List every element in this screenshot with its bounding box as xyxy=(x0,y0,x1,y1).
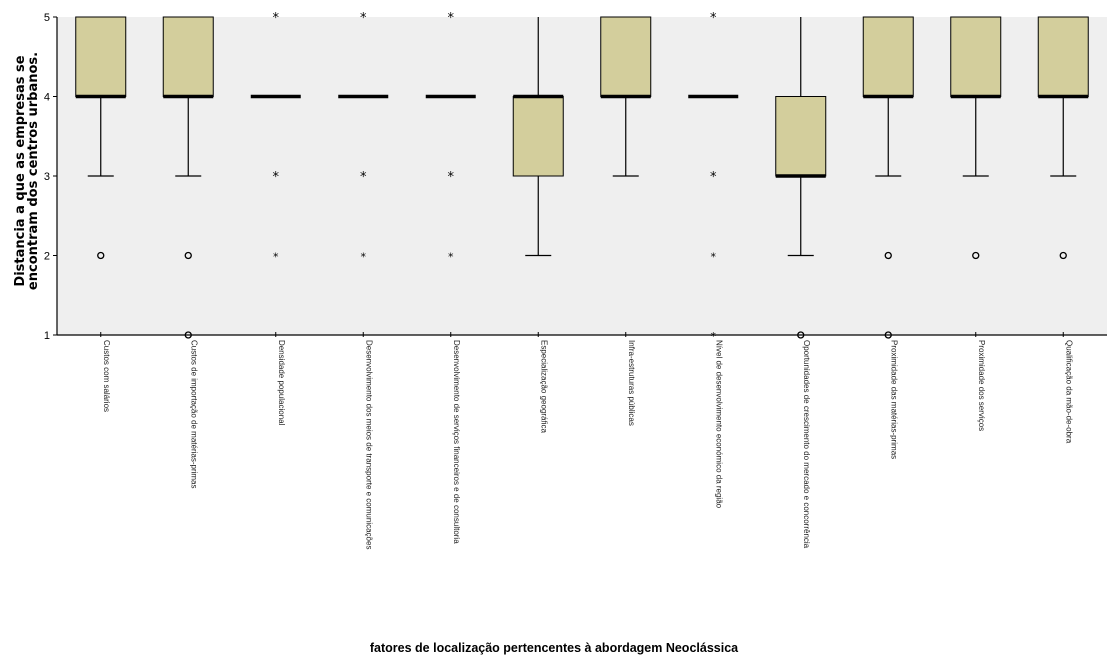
category-label: Oportunidades de crescimento do mercado … xyxy=(802,340,811,549)
extreme-point: * xyxy=(710,170,717,185)
category-label: Desenvolvimento de serviços financeiros … xyxy=(452,340,461,544)
category-label: Custos de importação de matérias-primas xyxy=(189,340,198,489)
box xyxy=(512,96,564,177)
extreme-point: * xyxy=(710,11,717,26)
outlier-point xyxy=(97,251,105,260)
box-group xyxy=(600,16,652,337)
extreme-point: * xyxy=(273,11,280,26)
extreme-point: * xyxy=(711,330,717,343)
extreme-point: * xyxy=(360,170,367,185)
extreme-point: * xyxy=(360,11,367,26)
box-group: * * * * xyxy=(688,11,739,343)
y-tick-label: 2 xyxy=(44,251,50,263)
extreme-point: * xyxy=(273,251,279,264)
box-group xyxy=(75,16,127,337)
extreme-point: * xyxy=(361,251,367,264)
box xyxy=(775,96,827,177)
box-group xyxy=(775,17,827,339)
y-axis: 1 2 3 4 5 xyxy=(44,12,57,342)
category-label: Proximidade dos serviços xyxy=(977,340,986,431)
outlier-point xyxy=(1059,251,1067,260)
box-group xyxy=(862,16,914,339)
extreme-point: * xyxy=(448,251,454,264)
box xyxy=(1037,16,1089,97)
y-tick-label: 3 xyxy=(44,171,50,183)
category-label: Proximidade das matérias-primas xyxy=(889,340,898,459)
extreme-point: * xyxy=(273,170,280,185)
category-label: Especialização geográfica xyxy=(539,340,548,433)
category-label: Infra-estruturas públicas xyxy=(627,340,636,426)
extreme-point: * xyxy=(448,170,455,185)
category-label: Nível de desenvolvimento económico da re… xyxy=(714,340,723,509)
category-label: Custos com salários xyxy=(102,340,111,412)
category-label: Densidade populacional xyxy=(277,340,286,426)
box xyxy=(162,16,214,97)
y-tick-label: 1 xyxy=(44,330,50,342)
y-tick-label: 4 xyxy=(44,92,50,104)
box xyxy=(950,16,1002,97)
plot-area xyxy=(57,17,1107,335)
box-group xyxy=(162,16,214,339)
category-label: Desenvolvimento dos meios de transporte … xyxy=(364,340,373,549)
box-group xyxy=(512,17,564,337)
boxplot-series: * * * * * * * * * * * * * xyxy=(75,11,1089,343)
extreme-point: * xyxy=(448,11,455,26)
outlier-point xyxy=(184,251,192,260)
x-axis-category-labels: Custos com salários Custos de importação … xyxy=(102,340,1074,549)
box-group xyxy=(1037,16,1089,337)
extreme-point: * xyxy=(711,251,717,264)
outlier-point xyxy=(884,251,892,260)
box xyxy=(75,16,127,97)
box xyxy=(600,16,652,97)
box-group xyxy=(950,16,1002,337)
box xyxy=(862,16,914,97)
outlier-point xyxy=(972,251,980,260)
y-axis-label-line-2: encontram dos centros urbanos. xyxy=(26,52,41,290)
category-label: Qualificação da mão-de-obra xyxy=(1064,340,1073,444)
y-axis-label-line-1: Distancia a que as empresas se xyxy=(13,55,28,286)
y-tick-label: 5 xyxy=(44,12,50,24)
x-axis-label: fatores de localização pertencentes à ab… xyxy=(370,641,739,655)
